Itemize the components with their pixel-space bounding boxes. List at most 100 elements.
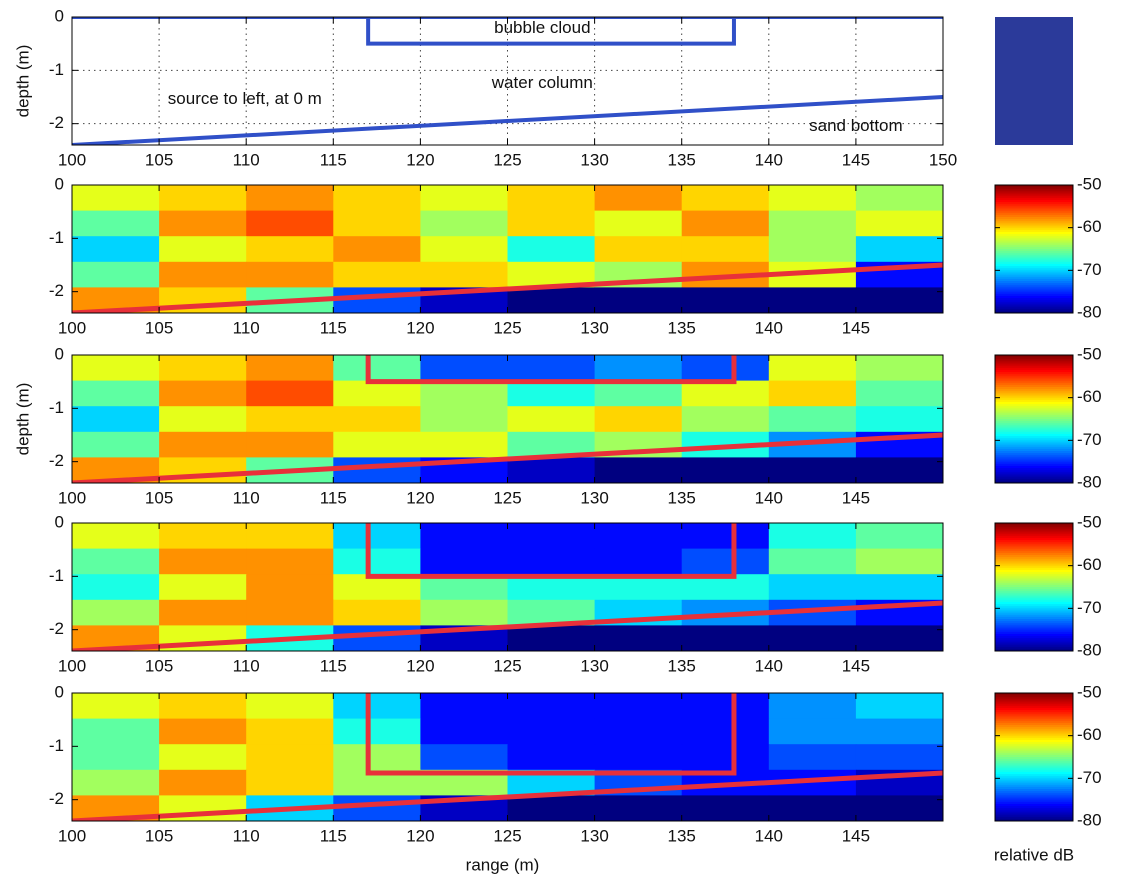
heat-cell: [507, 718, 596, 745]
colorbar: -50 -60 -70 -80: [994, 344, 1102, 491]
colorbar-stripe: [995, 633, 1073, 637]
heat-cell: [768, 236, 857, 263]
heat-cell: [768, 406, 857, 433]
heat-cell: [768, 718, 857, 745]
x-tick-label: 140: [755, 488, 783, 507]
colorbar-stripe: [995, 414, 1073, 418]
heat-cell: [594, 548, 683, 575]
heat-cell: [594, 523, 683, 550]
heat-cell: [333, 548, 421, 575]
heat-cell: [159, 431, 247, 458]
y-axis-label: depth (m): [13, 45, 32, 118]
colorbar-stripe: [995, 720, 1073, 724]
colorbar-stripe: [995, 308, 1073, 312]
heat-cell: [507, 625, 596, 651]
y-tick-label: -1: [49, 398, 64, 417]
heat-cell: [855, 744, 943, 771]
heat-cell: [681, 210, 770, 237]
colorbar-stripe: [995, 593, 1073, 597]
heat-cell: [420, 406, 508, 433]
y-axis-label: depth (m): [13, 383, 32, 456]
colorbar-stripe: [995, 727, 1073, 730]
colorbar: -50 -60 -70 -80: [994, 682, 1102, 829]
heat-cell: [681, 523, 770, 550]
annotation: bubble cloud: [494, 18, 590, 37]
heat-cell: [420, 693, 508, 720]
colorbar-stripe: [995, 465, 1073, 469]
boundary-line: [72, 432, 943, 483]
colorbar-stripe: [995, 555, 1073, 558]
colorbar-stripe: [995, 244, 1073, 248]
heat-cell: [246, 769, 334, 796]
colorbar-stripe: [995, 550, 1073, 554]
colorbar-stripe: [995, 531, 1073, 535]
heat-cell: [246, 406, 334, 433]
heat-cell: [333, 406, 421, 433]
boundary-line: [365, 523, 737, 579]
colorbar-stripe: [995, 187, 1073, 190]
y-tick-label: -2: [49, 451, 64, 470]
colorbar-stripe: [995, 404, 1073, 407]
x-tick-label: 110: [233, 150, 260, 169]
heat-cell: [681, 795, 770, 821]
heat-cell: [72, 431, 160, 458]
colorbar-stripe: [995, 707, 1073, 711]
plot-area: [72, 185, 943, 313]
colorbar-stripe: [995, 287, 1073, 291]
colorbar-stripe: [995, 261, 1073, 265]
colorbar-stripe: [995, 266, 1073, 269]
x-tick-label: 100: [58, 656, 86, 675]
colorbar-stripe: [995, 638, 1073, 641]
boundary-line: [365, 355, 737, 385]
heat-cell: [594, 236, 683, 263]
colorbar-stripe: [995, 525, 1073, 528]
colorbar-tick-label: -70: [1077, 768, 1102, 787]
x-tick-label: 115: [320, 150, 347, 169]
x-tick-label: 130: [580, 488, 608, 507]
heat-cell: [420, 185, 508, 212]
x-tick-label: 110: [233, 488, 260, 507]
colorbar-stripe: [995, 642, 1073, 646]
colorbar-stripe: [995, 784, 1073, 788]
colorbar-stripe: [995, 589, 1073, 592]
colorbar-stripe: [995, 202, 1073, 205]
colorbar-stripe: [995, 748, 1073, 752]
colorbar-stripe: [995, 561, 1073, 565]
colorbar-stripe: [995, 793, 1073, 796]
colorbar-stripe: [995, 789, 1073, 792]
colorbar-stripe: [995, 529, 1073, 533]
colorbar-stripe: [995, 791, 1073, 794]
colorbar-tick-label: -60: [1077, 725, 1102, 744]
colorbar-stripe: [995, 695, 1073, 698]
x-tick-label: 140: [755, 656, 783, 675]
heat-cell: [768, 625, 857, 651]
colorbar-stripe: [995, 623, 1073, 626]
colorbar-stripe: [995, 440, 1073, 443]
y-tick-label: -2: [49, 619, 64, 638]
x-tick-label: 125: [493, 488, 521, 507]
colorbar-stripe: [995, 591, 1073, 594]
colorbar-stripe: [995, 249, 1073, 252]
heat-cell: [855, 718, 943, 745]
heat-cell: [72, 406, 160, 433]
colorbar-stripe: [995, 767, 1073, 771]
y-tick-label: 0: [55, 6, 64, 25]
colorbar-frame: [994, 522, 1074, 652]
x-tick-label: 130: [580, 318, 608, 337]
colorbar-stripe: [995, 393, 1073, 397]
heat-cell: [594, 287, 683, 313]
boundary-line: [72, 95, 943, 145]
colorbar-stripe: [995, 540, 1073, 543]
heat-cell: [159, 380, 247, 407]
heat-cell: [333, 431, 421, 458]
heat-cell: [72, 769, 160, 796]
colorbar-stripe: [995, 272, 1073, 276]
heat-cell: [420, 355, 508, 382]
colorbar-stripe: [995, 459, 1073, 463]
colorbar-stripe: [995, 236, 1073, 239]
heat-cell: [333, 287, 421, 313]
boundary-line: [366, 17, 736, 46]
colorbar-tick-label: -50: [1077, 682, 1102, 701]
colorbar-stripe: [995, 625, 1073, 629]
heat-cell: [246, 380, 334, 407]
